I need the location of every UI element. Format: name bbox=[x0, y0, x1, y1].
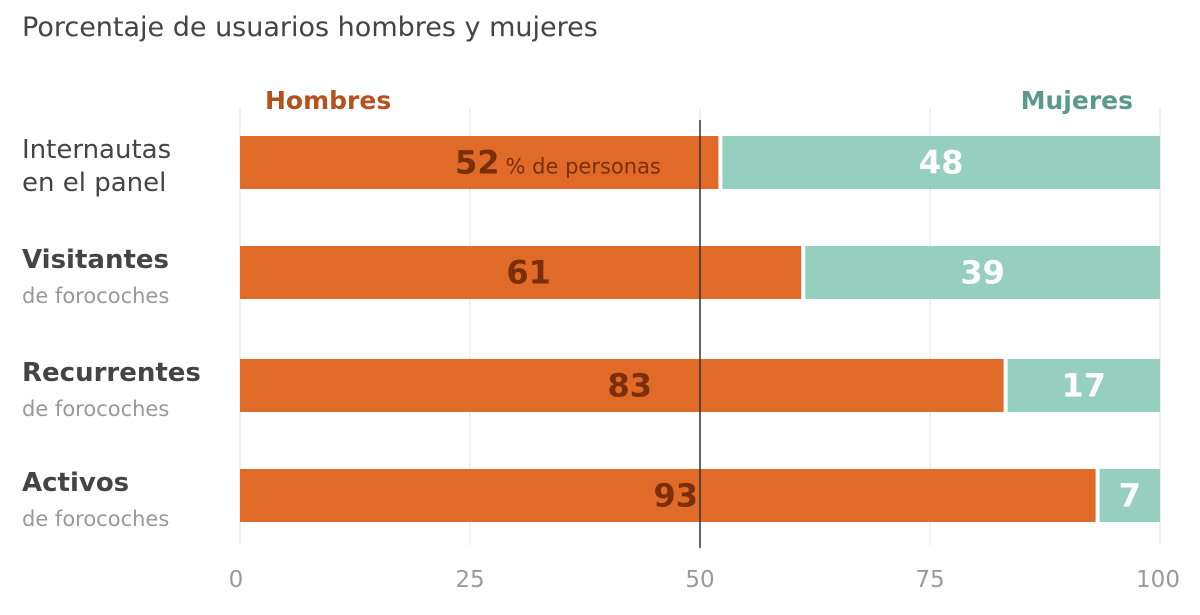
bar-hombres-0 bbox=[240, 136, 719, 189]
legend-hombres: Hombres bbox=[265, 86, 391, 115]
x-tick-label-25: 25 bbox=[455, 567, 484, 593]
bar-hombres-1 bbox=[240, 246, 802, 299]
x-tick-label-50: 50 bbox=[685, 567, 714, 593]
x-tick-label-0: 0 bbox=[229, 567, 244, 593]
category-sublabel-2: de forocoches bbox=[22, 397, 169, 421]
bar-hombres-2 bbox=[240, 359, 1004, 412]
chart-title: Porcentaje de usuarios hombres y mujeres bbox=[22, 12, 598, 43]
category-label-0: Internautas bbox=[22, 135, 171, 165]
value-label-mujeres-3: 7 bbox=[1119, 477, 1141, 515]
bar-hombres-3 bbox=[240, 469, 1096, 522]
value-label-hombres-0: 52% de personas bbox=[455, 144, 661, 182]
value-label-hombres-2: 83 bbox=[608, 367, 653, 405]
bar-mujeres-3 bbox=[1099, 469, 1160, 522]
value-label-hombres-3: 93 bbox=[654, 477, 699, 515]
value-label-mujeres-0: 48 bbox=[919, 144, 964, 182]
value-label-hombres-1: 61 bbox=[506, 254, 551, 292]
category-label-1: Visitantes bbox=[22, 245, 169, 275]
value-label-mujeres-1: 39 bbox=[960, 254, 1005, 292]
value-unit-note: % de personas bbox=[506, 155, 661, 179]
category-sublabel-0: en el panel bbox=[22, 168, 166, 198]
x-tick-label-75: 75 bbox=[915, 567, 944, 593]
category-sublabel-1: de forocoches bbox=[22, 284, 169, 308]
x-tick-label-100: 100 bbox=[1136, 567, 1180, 593]
value-label-mujeres-2: 17 bbox=[1062, 367, 1107, 405]
value-number: 52 bbox=[455, 144, 500, 182]
category-sublabel-3: de forocoches bbox=[22, 507, 169, 531]
bar-mujeres-2 bbox=[1007, 359, 1160, 412]
bar-mujeres-1 bbox=[805, 246, 1160, 299]
category-label-2: Recurrentes bbox=[22, 358, 201, 388]
legend-mujeres: Mujeres bbox=[1021, 86, 1133, 115]
category-label-3: Activos bbox=[22, 468, 129, 498]
bar-mujeres-0 bbox=[722, 136, 1160, 189]
